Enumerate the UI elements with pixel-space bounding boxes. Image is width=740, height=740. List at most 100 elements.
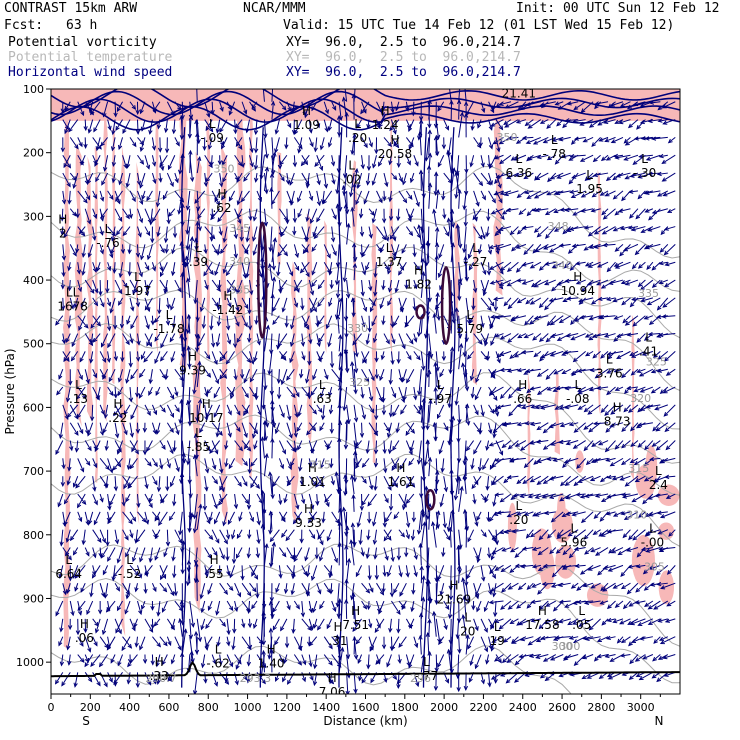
wind-vector — [308, 297, 317, 312]
wind-vector — [316, 119, 320, 128]
wind-arrowhead — [74, 586, 79, 592]
wind-arrowhead — [311, 575, 316, 581]
wind-arrowhead — [263, 133, 268, 139]
wind-arrowhead — [125, 378, 130, 384]
wind-vector — [271, 476, 274, 499]
wind-vector — [263, 369, 267, 390]
wind-vector — [323, 582, 331, 593]
wind-vector — [109, 493, 116, 506]
wind-vector — [154, 333, 161, 342]
wind-arrowhead — [396, 358, 401, 365]
wind-vector — [383, 529, 392, 541]
wind-arrowhead — [316, 217, 321, 223]
wind-arrowhead — [103, 413, 109, 419]
wind-vector — [356, 119, 363, 128]
wind-arrowhead — [79, 357, 84, 363]
wind-vector — [271, 294, 274, 316]
wind-arrowhead — [355, 572, 360, 578]
wind-vector — [362, 458, 370, 468]
wind-vector — [211, 654, 216, 664]
wind-vector — [92, 226, 96, 240]
wind-vector — [62, 297, 64, 310]
wind-arrowhead — [261, 649, 266, 655]
wind-vector — [308, 119, 312, 133]
wind-vector — [376, 386, 383, 402]
wind-arrowhead — [160, 498, 165, 504]
wind-vector — [217, 208, 228, 222]
wind-arrowhead — [345, 368, 350, 374]
wind-arrowhead — [353, 368, 359, 374]
wind-arrowhead — [104, 483, 109, 489]
wind-arrowhead — [125, 497, 130, 503]
wind-vector — [217, 244, 221, 255]
wind-vector — [277, 244, 288, 257]
wind-vector — [126, 172, 131, 188]
wind-arrowhead — [167, 641, 172, 647]
wind-vector — [84, 279, 95, 294]
wind-arrowhead — [236, 200, 241, 206]
wind-arrowhead — [293, 432, 298, 438]
wind-vector — [286, 458, 292, 470]
wind-vector — [355, 458, 362, 469]
wind-arrowhead — [197, 637, 203, 643]
wind-arrowhead — [156, 642, 162, 648]
wind-vector — [372, 172, 377, 185]
wind-vector — [271, 101, 274, 120]
wind-arrowhead — [249, 517, 254, 523]
wind-vector — [92, 279, 98, 293]
wind-arrowhead — [116, 558, 121, 564]
wind-vector — [241, 190, 250, 202]
wind-arrowhead — [74, 573, 80, 579]
wind-arrowhead — [390, 359, 395, 366]
wind-arrowhead — [185, 261, 190, 267]
wind-arrowhead — [387, 449, 393, 455]
wind-vector — [275, 583, 280, 593]
pv-shade-patch — [539, 548, 555, 590]
wind-arrowhead — [127, 249, 132, 255]
wind-vector — [368, 208, 375, 216]
wind-vector — [156, 190, 161, 207]
wind-vector — [174, 458, 180, 472]
wind-vector — [255, 315, 258, 324]
wind-vector — [92, 618, 99, 627]
wind-arrowhead — [93, 641, 98, 647]
wind-vector — [112, 458, 123, 471]
wind-vector — [353, 89, 356, 102]
wind-arrowhead — [67, 323, 72, 329]
wind-vector — [159, 440, 166, 450]
wind-arrowhead — [194, 119, 199, 125]
wind-arrowhead — [371, 218, 376, 224]
wind-vector — [69, 600, 74, 616]
wind-vector — [286, 119, 292, 128]
wind-arrowhead — [350, 149, 355, 156]
wind-vector — [270, 188, 273, 209]
wind-vector — [95, 618, 101, 633]
field-xy-theta: XY= 96.0, 2.5 to 96.0,214.7 — [286, 50, 521, 65]
wind-arrowhead — [270, 418, 276, 424]
wind-vector — [76, 244, 79, 253]
wind-arrowhead — [155, 662, 160, 668]
wind-arrowhead — [250, 359, 255, 365]
wind-arrowhead — [122, 231, 128, 237]
wind-arrowhead — [225, 534, 231, 540]
wind-arrowhead — [81, 540, 86, 546]
wind-vector — [77, 137, 83, 147]
wind-arrowhead — [90, 416, 95, 422]
wind-arrowhead — [110, 658, 115, 664]
wind-arrowhead — [148, 557, 153, 563]
wind-arrowhead — [279, 464, 284, 470]
wind-arrowhead — [226, 641, 231, 647]
wind-vector — [390, 333, 395, 344]
wind-arrowhead — [305, 183, 310, 189]
wind-arrowhead — [135, 683, 140, 689]
wind-arrowhead — [236, 427, 241, 433]
wind-arrowhead — [195, 89, 196, 90]
wind-vector — [378, 600, 385, 614]
wind-arrowhead — [113, 680, 118, 686]
wind-arrowhead — [181, 540, 186, 546]
wind-vector — [189, 237, 193, 263]
wind-vector — [204, 672, 207, 683]
wind-vector — [361, 404, 366, 419]
wind-vector — [136, 297, 139, 307]
wind-arrowhead — [307, 360, 312, 366]
